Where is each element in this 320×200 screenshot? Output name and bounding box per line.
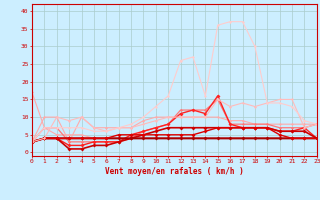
- X-axis label: Vent moyen/en rafales ( km/h ): Vent moyen/en rafales ( km/h ): [105, 167, 244, 176]
